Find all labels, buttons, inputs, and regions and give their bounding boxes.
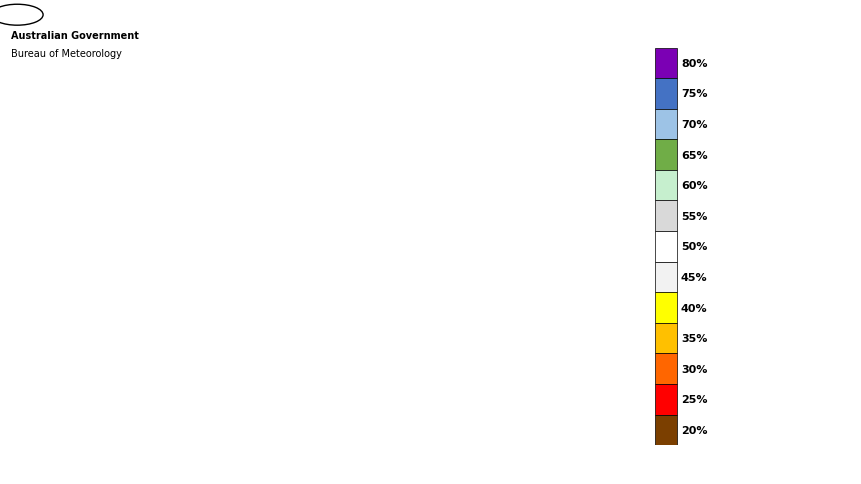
Text: 75%: 75%	[680, 89, 707, 99]
Text: 30%: 30%	[680, 364, 707, 374]
Text: Australian Government: Australian Government	[10, 31, 139, 41]
Text: Bureau of Meteorology: Bureau of Meteorology	[10, 49, 121, 59]
Text: 35%: 35%	[680, 333, 707, 344]
Bar	[654, 140, 676, 170]
Bar	[654, 48, 676, 79]
Bar	[654, 262, 676, 293]
Text: 50%: 50%	[680, 242, 707, 252]
Bar	[654, 293, 676, 323]
Text: 25%: 25%	[680, 394, 707, 405]
Bar	[654, 109, 676, 140]
Bar	[654, 201, 676, 231]
Text: 60%: 60%	[680, 181, 707, 191]
Text: 40%: 40%	[680, 303, 707, 313]
Bar	[654, 79, 676, 109]
Text: 70%: 70%	[680, 120, 707, 130]
Bar	[654, 231, 676, 262]
Bar	[654, 323, 676, 354]
Text: 55%: 55%	[680, 212, 707, 221]
Text: 45%: 45%	[680, 272, 707, 282]
Bar	[654, 415, 676, 445]
Text: 20%: 20%	[680, 425, 707, 435]
Bar	[654, 384, 676, 415]
Bar	[654, 170, 676, 201]
Text: 80%: 80%	[680, 59, 707, 69]
Bar	[654, 354, 676, 384]
Text: 65%: 65%	[680, 150, 707, 160]
